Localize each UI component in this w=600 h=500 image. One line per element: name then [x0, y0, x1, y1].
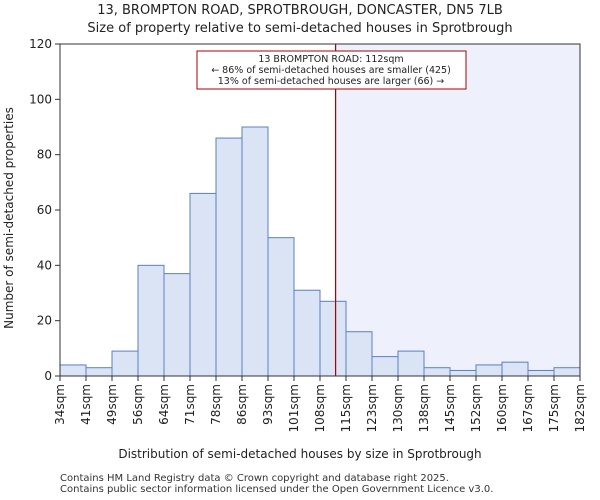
bar-93sqm: [267, 237, 295, 377]
bar-71sqm: [189, 192, 217, 377]
x-tick-label: 123sqm: [365, 384, 379, 432]
y-tick-label: 120: [29, 37, 52, 51]
bar-130sqm: [397, 350, 425, 377]
x-tick-label: 175sqm: [547, 384, 561, 432]
y-tick-label: 80: [37, 148, 52, 162]
x-tick-label: 86sqm: [235, 384, 249, 425]
footer: Contains HM Land Registry data © Crown c…: [60, 473, 493, 495]
x-tick-label: 167sqm: [521, 384, 535, 432]
x-tick-label: 41sqm: [79, 384, 93, 425]
bar-145sqm: [449, 369, 477, 377]
chart-title: 13, BROMPTON ROAD, SPROTBROUGH, DONCASTE…: [97, 3, 503, 18]
y-tick-label: 40: [37, 258, 52, 272]
bar-56sqm: [137, 264, 165, 377]
y-tick-label: 20: [37, 314, 52, 328]
y-tick-label: 100: [29, 92, 52, 106]
x-axis: 34sqm 41sqm 49sqm 56sqm 64sqm 71sqm 78sqm 86sqm…: [53, 376, 587, 432]
footer-line-2: Contains public sector information licen…: [60, 484, 494, 495]
annotation-line-1: 13 BROMPTON ROAD: 112sqm: [258, 54, 403, 65]
x-tick-label: 138sqm: [417, 384, 431, 432]
footer-line-1: Contains HM Land Registry data © Crown c…: [60, 473, 449, 484]
bar-167sqm: [527, 369, 555, 377]
x-tick-label: 56sqm: [131, 384, 145, 425]
x-tick-label: 49sqm: [105, 384, 119, 425]
bar-108sqm: [319, 300, 347, 377]
y-axis: 0 20 40 60 80 100 120: [29, 37, 60, 383]
bar-160sqm: [501, 361, 529, 377]
x-tick-label: 182sqm: [573, 384, 587, 432]
bar-86sqm: [241, 126, 269, 377]
x-tick-label: 71sqm: [183, 384, 197, 425]
x-tick-label: 152sqm: [469, 384, 483, 432]
x-tick-label: 93sqm: [261, 384, 275, 425]
x-tick-label: 160sqm: [495, 384, 509, 432]
x-tick-label: 130sqm: [391, 384, 405, 432]
bar-175sqm: [553, 367, 581, 377]
annotation-line-3: 13% of semi-detached houses are larger (…: [218, 76, 445, 87]
x-axis-label: Distribution of semi-detached houses by …: [118, 447, 481, 461]
bar-34sqm: [59, 364, 87, 377]
bar-115sqm: [345, 331, 373, 377]
y-tick-label: 60: [37, 203, 52, 217]
larger-properties-region: [335, 44, 580, 376]
bar-101sqm: [293, 289, 321, 377]
bar-123sqm: [371, 356, 399, 377]
annotation-box: 13 BROMPTON ROAD: 112sqm ← 86% of semi-d…: [196, 50, 467, 90]
x-tick-label: 78sqm: [209, 384, 223, 425]
x-tick-label: 64sqm: [157, 384, 171, 425]
bar-78sqm: [215, 137, 243, 377]
annotation-frame: [196, 50, 467, 90]
bars-group: [59, 126, 581, 377]
x-tick-label: 145sqm: [443, 384, 457, 432]
bar-64sqm: [163, 273, 191, 377]
bar-152sqm: [475, 364, 503, 377]
bar-41sqm: [85, 367, 113, 377]
x-tick-label: 115sqm: [339, 384, 353, 432]
y-tick-label: 0: [44, 369, 52, 383]
chart-subtitle: Size of property relative to semi-detach…: [87, 21, 512, 36]
bar-138sqm: [423, 367, 451, 377]
x-tick-label: 108sqm: [313, 384, 327, 432]
bar-49sqm: [111, 350, 139, 377]
annotation-line-2: ← 86% of semi-detached houses are smalle…: [211, 65, 451, 76]
y-axis-label: Number of semi-detached properties: [2, 107, 16, 329]
x-tick-label: 34sqm: [53, 384, 67, 425]
x-tick-label: 101sqm: [287, 384, 301, 432]
